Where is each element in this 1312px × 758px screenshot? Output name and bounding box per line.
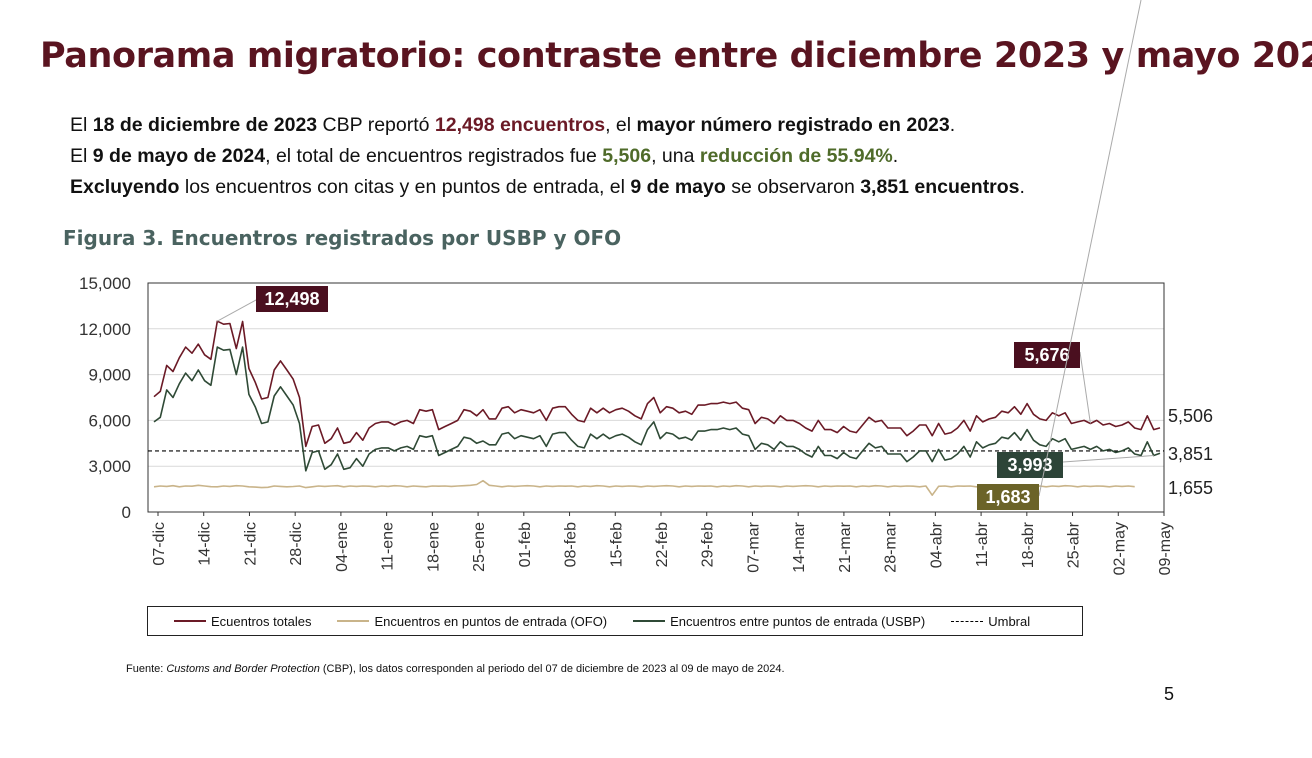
end-label-usbp: 3,851 xyxy=(1168,444,1213,464)
callout-12498-box xyxy=(256,286,328,312)
x-tick-label: 04-ene xyxy=(334,522,351,572)
legend-swatch-threshold xyxy=(951,620,984,622)
callout-5676-leader xyxy=(1079,351,1091,424)
x-tick-label: 29-feb xyxy=(700,522,717,567)
series-line-total xyxy=(153,320,1161,448)
y-tick-label: 15,000 xyxy=(79,274,131,293)
x-tick-label: 22-feb xyxy=(654,522,671,567)
summary-reduction: reducción de 55.94% xyxy=(699,145,893,167)
legend-label-usbp: Encuentros entre puntos de entrada (USBP… xyxy=(670,613,926,629)
series-line-ofo xyxy=(153,479,1135,496)
slide-title: Panorama migratorio: contraste entre dic… xyxy=(40,36,1312,76)
figure-title: Figura 3. Encuentros registrados por USB… xyxy=(63,226,622,250)
legend-label-total: Ecuentros totales xyxy=(211,613,312,629)
x-tick-label: 25-ene xyxy=(471,522,488,572)
summary-text-fragment: , el xyxy=(605,114,637,136)
legend-item-usbp: Encuentros entre puntos de entrada (USBP… xyxy=(633,614,925,629)
x-tick-label: 14-mar xyxy=(791,521,808,572)
summary-line-3: Excluyendo los encuentros con citas y en… xyxy=(70,172,1025,203)
callout-12498-leader xyxy=(217,299,257,322)
x-tick-label: 18-abr xyxy=(1020,521,1037,568)
summary-date-may: 9 de mayo de 2024 xyxy=(92,145,266,167)
summary-excluding: Excluyendo xyxy=(70,176,180,198)
summary-text-fragment: los encuentros con citas y en puntos de … xyxy=(179,176,631,198)
summary-date-may-2: 9 de mayo xyxy=(630,176,726,198)
legend-swatch-total xyxy=(174,620,206,622)
source-rest: (CBP), los datos corresponden al periodo… xyxy=(319,663,785,675)
summary-usbp-may: 3,851 encuentros xyxy=(860,176,1020,198)
y-tick-label: 6,000 xyxy=(88,411,131,430)
x-tick-label: 04-abr xyxy=(928,521,945,568)
y-tick-label: 3,000 xyxy=(88,457,131,476)
summary-line-1: El 18 de diciembre de 2023 CBP reportó 1… xyxy=(70,110,1025,141)
legend-label-ofo: Encuentros en puntos de entrada (OFO) xyxy=(374,613,608,629)
summary-text-fragment: CBP reportó xyxy=(317,114,435,136)
x-tick-label: 07-dic xyxy=(151,522,168,566)
summary-encounters-dec: 12,498 encuentros xyxy=(434,114,606,136)
summary-text: El 18 de diciembre de 2023 CBP reportó 1… xyxy=(70,110,1025,203)
summary-text-fragment: El xyxy=(70,145,93,167)
callout-3993-box xyxy=(997,452,1063,478)
summary-line-2: El 9 de mayo de 2024, el total de encuen… xyxy=(70,141,1025,172)
callout-5676: 5,676 xyxy=(1024,345,1069,365)
summary-text-fragment: se observaron xyxy=(725,176,861,198)
summary-text-fragment: , una xyxy=(651,145,700,167)
summary-text-fragment: . xyxy=(892,145,899,167)
callout-12498: 12,498 xyxy=(264,289,319,309)
summary-max-note: mayor número registrado en 2023 xyxy=(636,114,950,136)
y-tick-label: 12,000 xyxy=(79,320,131,339)
x-tick-label: 01-feb xyxy=(517,522,534,567)
x-tick-label: 11-abr xyxy=(974,521,991,567)
y-tick-label: 9,000 xyxy=(88,366,131,385)
legend-swatch-usbp xyxy=(633,620,666,622)
x-tick-label: 21-mar xyxy=(837,521,854,572)
x-tick-label: 28-dic xyxy=(288,522,305,566)
summary-date-dec: 18 de diciembre de 2023 xyxy=(92,114,318,136)
series-line-usbp xyxy=(153,346,1161,472)
x-tick-label: 14-dic xyxy=(197,522,214,566)
callout-5676-box xyxy=(1014,342,1080,368)
x-tick-label: 07-mar xyxy=(745,521,762,572)
y-tick-label: 0 xyxy=(122,503,131,522)
callout-3993-leader xyxy=(1062,455,1154,463)
source-prefix: Fuente: xyxy=(126,663,167,675)
legend-swatch-ofo xyxy=(337,620,370,622)
end-label-total: 5,506 xyxy=(1168,406,1213,426)
summary-text-fragment: El xyxy=(70,114,93,136)
x-tick-label: 11-ene xyxy=(380,522,397,571)
chart-legend: Ecuentros totales Encuentros en puntos d… xyxy=(147,606,1083,636)
legend-item-threshold: Umbral xyxy=(951,614,1030,629)
x-tick-label: 18-ene xyxy=(425,522,442,572)
page-number: 5 xyxy=(1164,684,1175,704)
x-tick-label: 08-feb xyxy=(563,522,580,567)
x-tick-label: 02-may xyxy=(1111,522,1128,575)
plot-frame xyxy=(147,282,1165,513)
callout-3993: 3,993 xyxy=(1007,455,1052,475)
summary-text-fragment: . xyxy=(1019,176,1025,198)
source-note: Fuente: Customs and Border Protection (C… xyxy=(126,663,785,675)
x-tick-label: 15-feb xyxy=(608,522,625,567)
callout-1683-box xyxy=(977,484,1039,510)
legend-item-total: Ecuentros totales xyxy=(174,614,311,629)
callout-1683-leader xyxy=(1038,0,1142,497)
x-tick-label: 09-may xyxy=(1157,522,1174,575)
x-tick-label: 21-dic xyxy=(242,522,259,566)
source-agency: Customs and Border Protection xyxy=(166,663,320,675)
x-tick-label: 28-mar xyxy=(883,521,900,572)
x-tick-label: 25-abr xyxy=(1066,521,1083,568)
callout-1683: 1,683 xyxy=(985,487,1030,507)
summary-text-fragment: , el total de encuentros registrados fue xyxy=(265,145,603,167)
legend-label-threshold: Umbral xyxy=(988,613,1031,629)
end-label-ofo: 1,655 xyxy=(1168,478,1213,498)
summary-text-fragment: . xyxy=(949,114,956,136)
legend-item-ofo: Encuentros en puntos de entrada (OFO) xyxy=(337,614,607,629)
summary-total-may: 5,506 xyxy=(602,145,652,167)
